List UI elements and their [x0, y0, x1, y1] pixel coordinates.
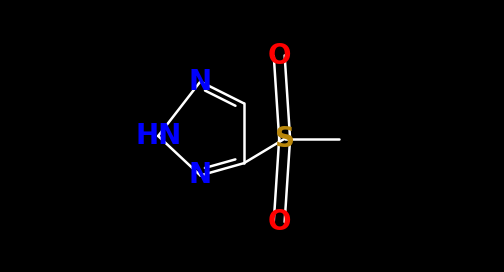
Text: N: N — [189, 68, 212, 95]
Text: N: N — [189, 162, 212, 189]
Text: S: S — [275, 125, 295, 153]
Text: O: O — [268, 42, 291, 70]
Text: HN: HN — [135, 122, 181, 150]
Text: O: O — [268, 208, 291, 236]
